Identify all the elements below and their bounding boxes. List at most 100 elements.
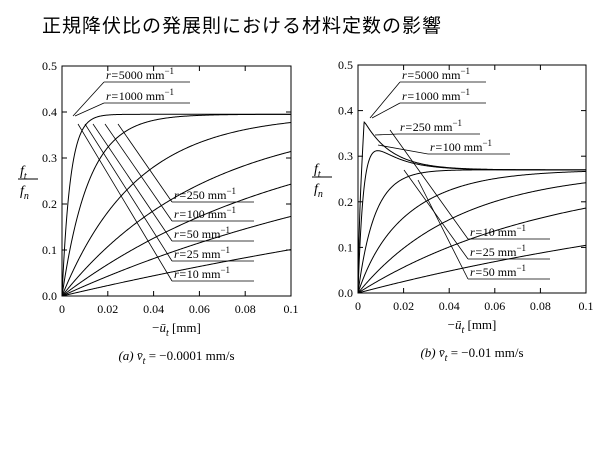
series-label: r=100 mm−1	[174, 205, 236, 221]
y-tick-label: 0.4	[338, 104, 353, 118]
series-label-value: 1000 mm	[119, 89, 165, 103]
series-label: r=250 mm−1	[174, 186, 236, 202]
ylab-den-subscript: n	[24, 191, 29, 202]
series-label-value: 250 mm	[413, 120, 453, 134]
series-leader	[104, 123, 173, 222]
y-tick-label: 0.1	[42, 243, 57, 257]
series-leader	[72, 81, 105, 117]
slide-title: 正規降伏比の発展則における材料定数の影響	[42, 15, 443, 37]
series-label: r=250 mm−1	[400, 118, 462, 134]
series-leader	[417, 179, 469, 280]
series-leader	[74, 102, 105, 117]
series-line	[358, 207, 586, 293]
series-label: r=100 mm−1	[430, 138, 492, 154]
chart-panel-a: 0 0.02 0.04 0.06 0.08 0.10.00.10.20.30.40.5ft…	[18, 59, 299, 367]
series-label-exponent: −1	[226, 186, 236, 196]
series-line	[358, 182, 586, 293]
series-label-value: 25 mm	[187, 247, 221, 261]
caption-prefix: (a)	[118, 348, 136, 363]
ylab-den-symbol: f	[20, 184, 26, 199]
series-label-var: r=	[174, 207, 187, 221]
series-label: r=1000 mm−1	[402, 87, 470, 103]
x-tick-label: 0.06	[189, 302, 210, 316]
x-tick-label: 0.02	[393, 299, 414, 313]
series-label-value: 5000 mm	[415, 68, 461, 82]
plot-frame	[61, 65, 292, 297]
plot-frame	[357, 64, 587, 294]
series-line	[358, 170, 586, 293]
caption-symbol: v̄	[137, 348, 143, 363]
ylab-num-symbol: f	[20, 164, 26, 179]
y-axis-label-denominator: fn	[20, 184, 29, 202]
y-tick-label: 0.3	[42, 151, 57, 165]
series-label-value: 50 mm	[483, 265, 517, 279]
series-label-value: 10 mm	[483, 225, 517, 239]
series-line	[62, 183, 291, 296]
series-label: r=5000 mm−1	[402, 66, 470, 82]
y-tick-label: 0.5	[42, 59, 57, 73]
series-label-exponent: −1	[452, 118, 462, 128]
series-label-var: r=	[174, 188, 187, 202]
xlab-subscript: t	[461, 325, 464, 336]
ylab-num-subscript: t	[24, 171, 27, 182]
y-axis-label-numerator: ft	[20, 164, 27, 182]
series-label-exponent: −1	[516, 223, 526, 233]
series-label-exponent: −1	[164, 66, 174, 76]
series-line	[62, 113, 291, 296]
x-tick-label: 0	[355, 299, 361, 313]
caption-body: = −0.0001 mm/s	[145, 348, 234, 363]
ylab-num-subscript: t	[318, 169, 321, 180]
series-label-var: r=	[174, 247, 187, 261]
ylab-den-subscript: n	[318, 189, 323, 200]
series-label-value: 25 mm	[483, 245, 517, 259]
caption-body: = −0.01 mm/s	[447, 345, 523, 360]
series-leader	[374, 133, 399, 136]
y-tick-label: 0.2	[42, 197, 57, 211]
series-leader	[84, 123, 173, 262]
series-label-var: r=	[402, 89, 415, 103]
series-leader	[369, 81, 401, 119]
series-line	[62, 215, 291, 296]
series-label-exponent: −1	[516, 243, 526, 253]
x-tick-label: 0.1	[284, 302, 299, 316]
xlab-unit: [mm]	[169, 320, 201, 335]
series-label-var: r=	[174, 267, 187, 281]
caption-subscript: t	[143, 356, 146, 367]
y-tick-label: 0.4	[42, 105, 57, 119]
series-label-exponent: −1	[460, 87, 470, 97]
ylab-num-symbol: f	[314, 162, 320, 177]
series-label-value: 250 mm	[187, 188, 227, 202]
panel-caption: (a) v̄t = −0.0001 mm/s	[118, 348, 234, 367]
series-label-var: r=	[400, 120, 413, 134]
series-leader	[92, 123, 173, 242]
series-leader	[371, 102, 401, 119]
series-leader	[403, 169, 469, 260]
xlab-subscript: t	[166, 328, 169, 339]
caption-symbol: v̄	[439, 345, 445, 360]
y-tick-label: 0.0	[338, 286, 353, 300]
series-label: r=25 mm−1	[470, 243, 526, 259]
series-line	[358, 244, 586, 293]
series-label: r=25 mm−1	[174, 245, 230, 261]
series-label-var: r=	[106, 89, 119, 103]
series-label-exponent: −1	[460, 66, 470, 76]
series-label-var: r=	[470, 245, 483, 259]
caption-subscript: t	[445, 353, 448, 364]
x-tick-label: 0	[59, 302, 65, 316]
series-label-var: r=	[470, 265, 483, 279]
series-leader	[377, 144, 429, 155]
series-leader	[77, 123, 173, 282]
y-tick-label: 0.0	[42, 289, 57, 303]
xlab-symbol: ū	[159, 320, 166, 335]
panel-caption: (b) v̄t = −0.01 mm/s	[420, 345, 523, 364]
x-tick-label: 0.1	[579, 299, 594, 313]
y-tick-label: 0.5	[338, 58, 353, 72]
x-axis-label: −ūt [mm]	[448, 317, 497, 336]
series-label-exponent: −1	[220, 245, 230, 255]
series-label-var: r=	[106, 68, 119, 82]
xlab-symbol: ū	[455, 317, 462, 332]
series-line	[62, 249, 291, 296]
x-tick-label: 0.06	[484, 299, 505, 313]
x-tick-label: 0.04	[439, 299, 460, 313]
